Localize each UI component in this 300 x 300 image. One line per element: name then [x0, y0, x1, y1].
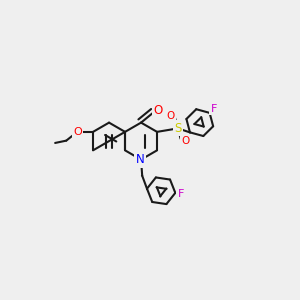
Text: O: O: [181, 136, 189, 146]
Text: S: S: [174, 122, 182, 135]
Text: O: O: [73, 127, 82, 137]
Text: O: O: [166, 111, 175, 121]
Text: O: O: [153, 104, 163, 117]
Text: F: F: [210, 104, 217, 114]
Text: N: N: [136, 153, 144, 166]
Text: F: F: [178, 189, 184, 199]
